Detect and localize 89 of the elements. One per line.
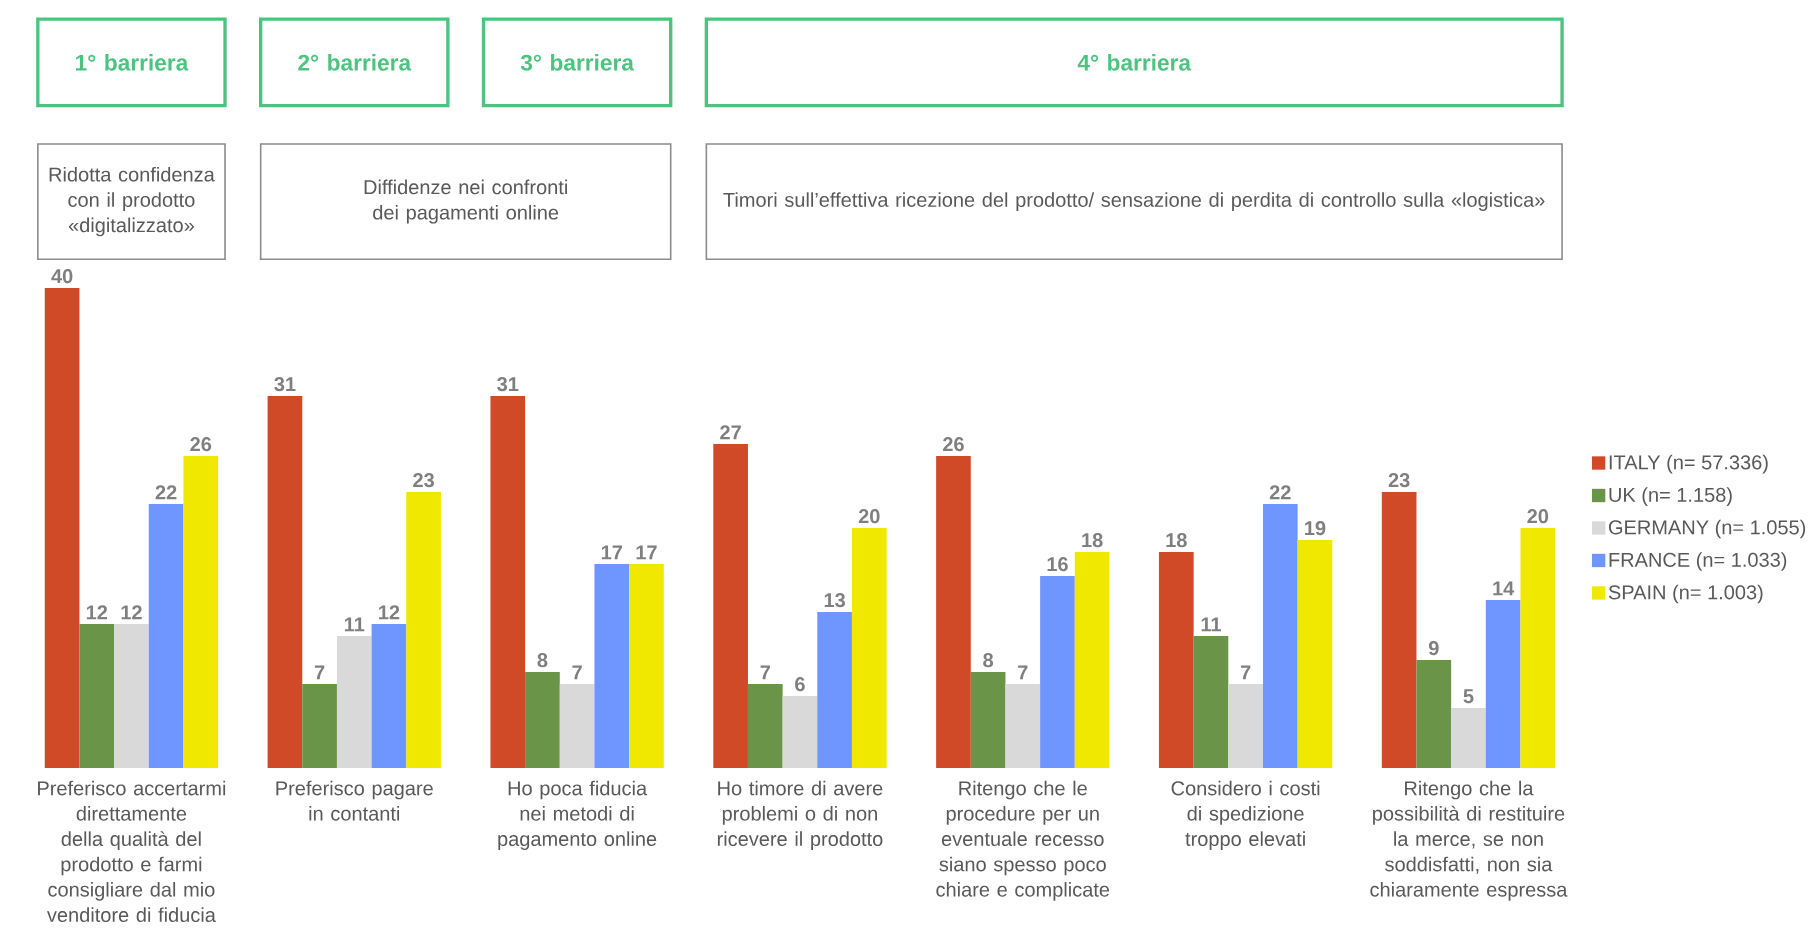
data-label: 7 <box>760 665 770 680</box>
data-label: 22 <box>1269 485 1291 500</box>
data-label: 14 <box>1493 581 1515 596</box>
x-tick-label: Ritengo che la possibilità di restituire la merce, se non soddisfatti, non sia chiaramente espressa <box>1370 780 1568 901</box>
bar <box>1381 491 1417 768</box>
x-tick-label: Ho poca fiducia nei metodi di pagamento online <box>498 780 657 850</box>
data-label: 27 <box>720 425 741 440</box>
bar <box>936 455 971 768</box>
data-label: 23 <box>413 473 434 488</box>
bar <box>490 395 526 768</box>
bar <box>1451 707 1486 768</box>
data-label: 5 <box>1463 689 1474 704</box>
bar <box>594 563 630 768</box>
bar <box>817 611 852 768</box>
bar <box>1040 575 1075 768</box>
text: 1° barriera <box>76 54 189 71</box>
data-label: 20 <box>858 509 880 524</box>
bar <box>183 455 219 768</box>
text: 2° barriera <box>298 54 412 71</box>
bar <box>336 635 372 768</box>
data-label: 13 <box>824 593 846 608</box>
bar <box>302 683 337 768</box>
legend-label: GERMANY (n= 1.055) <box>1608 519 1806 539</box>
data-label: 31 <box>274 377 296 392</box>
text: 3° barriera <box>520 54 635 71</box>
data-label: 18 <box>1166 533 1187 548</box>
data-label: 17 <box>601 545 623 560</box>
text: Ridotta confidenza con il prodotto «digitalizzato» <box>49 166 215 237</box>
data-label: 40 <box>51 269 73 284</box>
bar <box>371 623 407 768</box>
data-label: 7 <box>314 665 325 680</box>
data-label: 23 <box>1388 473 1410 488</box>
bar <box>114 623 149 768</box>
x-tick-label: Ritengo che le procedure per un eventuale recesso siano spesso poco chiare e complicate <box>936 780 1110 901</box>
bar <box>1074 551 1110 768</box>
bar <box>629 563 664 768</box>
data-label: 26 <box>190 437 212 452</box>
bar <box>1416 659 1452 768</box>
bar <box>1297 539 1333 768</box>
data-label: 22 <box>155 485 177 500</box>
data-label: 31 <box>497 377 519 392</box>
bar <box>1228 683 1263 768</box>
data-label: 20 <box>1527 509 1549 524</box>
x-tick-label: Preferisco accertarmi direttamente della qualità del prodotto e farmi consigliare dal mio venditore di fiducia <box>38 780 226 923</box>
bar <box>851 527 887 768</box>
bar <box>406 491 441 768</box>
x-tick-label: Considero i costi di spedizione troppo elevati <box>1171 780 1320 850</box>
bar <box>79 623 115 768</box>
bar <box>44 287 80 768</box>
bar <box>525 671 560 768</box>
bar <box>782 695 818 768</box>
data-label: 11 <box>1201 617 1221 632</box>
bar <box>1193 635 1229 768</box>
data-label: 9 <box>1428 641 1439 656</box>
x-tick-label: Preferisco pagare in contanti <box>276 780 433 821</box>
text: Diffidenze nei confronti dei pagamenti online <box>364 179 567 224</box>
data-label: 12 <box>86 605 108 620</box>
data-label: 12 <box>379 605 400 620</box>
text: Timori sull’effettiva ricezione del prodotto/ sensazione di perdita di controllo sulla «logistica» <box>723 192 1545 211</box>
data-label: 7 <box>572 665 582 680</box>
bar <box>747 683 783 768</box>
bar <box>267 395 303 768</box>
data-label: 7 <box>1240 665 1251 680</box>
bar <box>1005 683 1041 768</box>
data-label: 11 <box>344 617 365 632</box>
x-tick-label: Ho timore di avere problemi o di non ricevere il prodotto <box>717 780 883 850</box>
data-label: 12 <box>121 605 142 620</box>
bar <box>559 683 595 768</box>
legend-label: ITALY (n= 57.336) <box>1609 454 1768 474</box>
data-label: 7 <box>1018 665 1028 680</box>
bar <box>1485 599 1521 768</box>
data-label: 8 <box>983 653 994 668</box>
data-label: 19 <box>1305 521 1326 536</box>
bar <box>970 671 1006 768</box>
bar <box>148 503 184 768</box>
data-label: 6 <box>795 677 805 692</box>
legend-label: FRANCE (n= 1.033) <box>1609 552 1787 571</box>
legend-label: SPAIN (n= 1.003) <box>1608 584 1763 604</box>
data-label: 8 <box>537 653 548 668</box>
bar <box>713 443 748 768</box>
bar <box>1520 527 1556 768</box>
data-label: 18 <box>1082 533 1103 548</box>
data-label: 26 <box>943 437 964 452</box>
data-label: 17 <box>636 545 657 560</box>
bar <box>1262 503 1298 768</box>
bar <box>1158 551 1194 768</box>
data-label: 16 <box>1047 557 1068 572</box>
legend-label: UK (n= 1.158) <box>1609 487 1732 506</box>
text: 4° barriera <box>1077 54 1192 71</box>
